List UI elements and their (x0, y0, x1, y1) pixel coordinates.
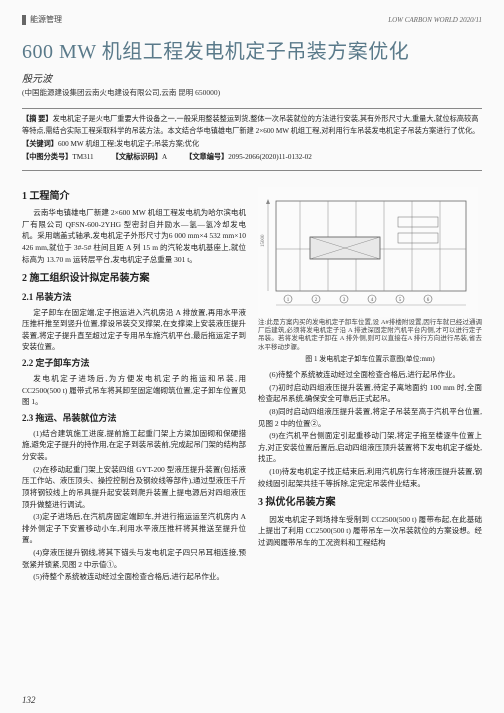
section-23-title: 2.3 拖运、吊装就位方法 (22, 412, 246, 426)
figure-1-caption: 注:此是方案内买的发电机定子卸车位置,设 A#排楼附设置,因行车就已经过通调厂后… (258, 319, 482, 353)
content-columns: 1 工程简介 云南华电镇雄电厂新建 2×600 MW 机组工程发电机为哈尔滨电机… (22, 183, 482, 584)
header-bar: 能源管理 LOW CARBON WORLD 2020/11 (22, 14, 482, 25)
abstract-row: 【摘 要】发电机定子是火电厂重要大件设备之一,一般采用整装整运到货,整体一次吊装… (22, 114, 482, 138)
figure-1-svg: 1 2 3 4 5 6 15000 (258, 187, 478, 317)
section-1-p1: 云南华电镇雄电厂新建 2×600 MW 机组工程发电机为哈尔滨电机厂有限公司 Q… (22, 207, 246, 265)
abstract-box: 【摘 要】发电机定子是火电厂重要大件设备之一,一般采用整装整运到货,整体一次吊装… (22, 108, 482, 171)
header-journal: LOW CARBON WORLD 2020/11 (388, 16, 482, 24)
section-2-title: 2 施工组织设计拟定吊装方案 (22, 271, 246, 287)
section-21-p1: 定子卸车在固定端,定子抱运进入汽机房沿 A 排放置,再用水平液压推杆推至到竖升位… (22, 307, 246, 354)
page-container: 能源管理 LOW CARBON WORLD 2020/11 600 MW 机组工… (0, 0, 504, 713)
section-23-p5: (5)待整个系统被连动经过全面检查合格后,进行起吊作业。 (22, 571, 246, 583)
page-number: 132 (22, 695, 36, 705)
section-23-p1: (1)结合建筑施工进度,提前施工起重门架上方梁加固砌和保硬措施,避免定子提升的持… (22, 428, 246, 463)
header-section: 能源管理 (22, 14, 62, 25)
abstract-text: 发电机定子是火电厂重要大件设备之一,一般采用整装整运到货,整体一次吊装就位的方法… (22, 115, 479, 135)
classify-row: 【中图分类号】TM311 【文献标识码】A 【文章编号】2095-2066(20… (22, 152, 482, 164)
keywords-row: 【关键词】600 MW 机组工程;发电机定子;吊装方案;优化 (22, 139, 482, 151)
author-name: 殷元波 (22, 70, 482, 85)
article-title: 600 MW 机组工程发电机定子吊装方案优化 (22, 35, 482, 64)
section-23-p9: (9)在汽机平台侧面定引起重移动门架,将定子拖至楼逐牛位置上方,对正安装位置后置… (258, 430, 482, 465)
keywords-text: 600 MW 机组工程;发电机定子;吊装方案;优化 (58, 140, 199, 148)
section-1-title: 1 工程简介 (22, 189, 246, 205)
section-23-p4: (4)穿液压提升钢线,将其下锚头与发电机定子四只吊耳相连接,预张紧并锁紧,见图 … (22, 547, 246, 570)
section-3-title: 3 拟优化吊装方案 (258, 495, 482, 511)
author-affiliation: (中国能源建设集团云南火电建设有限公司,云南 昆明 650000) (22, 87, 482, 98)
svg-text:15000: 15000 (261, 234, 266, 247)
section-23-p2: (2)在移动起重门架上安装四组 GYT-200 型液压提升装置(包括液压工作站、… (22, 464, 246, 511)
classify-item: 【中图分类号】TM311 (22, 152, 94, 164)
abstract-label: 【摘 要】 (22, 115, 53, 123)
section-23-p7: (7)初时启动四组液压提升装置,待定子离地面约 100 mm 时,全面检查起吊系… (258, 382, 482, 405)
section-21-title: 2.1 吊装方法 (22, 291, 246, 305)
doc-code-item: 【文献标识码】A (112, 152, 168, 164)
section-23-p10: (10)待发电机定子找正结束后,利用汽机房行车将液压提升装置,钢绞线固引起架共挂… (258, 466, 482, 489)
header-section-text: 能源管理 (30, 14, 62, 25)
section-23-p3: (3)定子进场后,在汽机房固定端卸车,并进行拖运运至汽机房内 A 排外侧定子下安… (22, 511, 246, 546)
figure-1: 1 2 3 4 5 6 15000 (258, 187, 482, 366)
figure-1-title: 图 1 发电机定子卸车位置示意图(单位:mm) (258, 354, 482, 365)
article-no-item: 【文章编号】2095-2066(2020)11-0132-02 (185, 152, 312, 164)
section-23-p8: (8)同时启动四组液压提升装置,将定子吊装至高于汽机平台位置,见图 2 中的位置… (258, 406, 482, 429)
section-3-p1: 因发电机定子到场排车受制到 CC2500(500 t) 履带布起,在此基础上提出… (258, 514, 482, 549)
header-block-icon (22, 15, 26, 25)
left-column: 1 工程简介 云南华电镇雄电厂新建 2×600 MW 机组工程发电机为哈尔滨电机… (22, 183, 246, 584)
keywords-label: 【关键词】 (22, 140, 58, 148)
section-23-p6: (6)待整个系统被连动经过全面检查合格后,进行起吊作业。 (258, 369, 482, 381)
section-22-title: 2.2 定子卸车方法 (22, 357, 246, 371)
right-column: 1 2 3 4 5 6 15000 (258, 183, 482, 584)
section-22-p1: 发电机定子进场后,为方便发电机定子的拖运和吊装,用 CC2500(500 t) … (22, 373, 246, 408)
